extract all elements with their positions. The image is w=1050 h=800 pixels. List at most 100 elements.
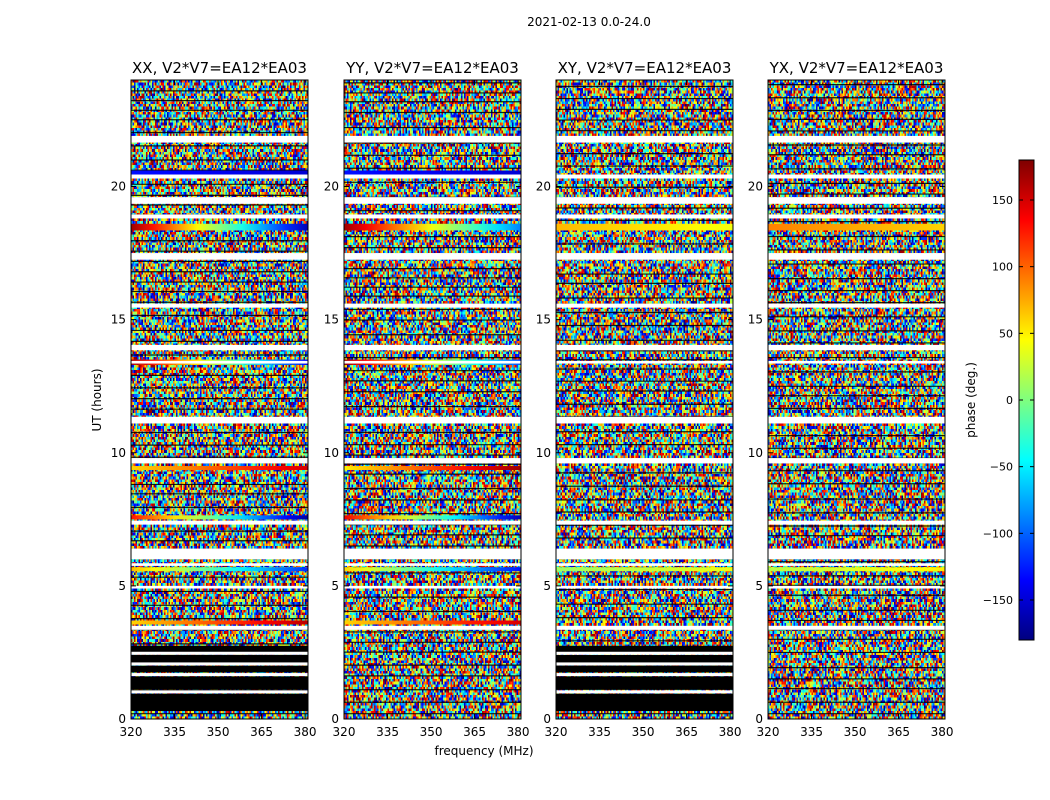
phase-heatmap bbox=[556, 80, 733, 719]
y-axis-label: UT (hours) bbox=[90, 368, 104, 431]
no-data-gap bbox=[131, 585, 308, 589]
x-tick-label: 320 bbox=[333, 725, 356, 739]
panel-title: XX, V2*V7=EA12*EA03 bbox=[132, 59, 307, 77]
x-tick-label: 350 bbox=[207, 725, 230, 739]
coherent-phase-band bbox=[344, 466, 521, 471]
axes-frame bbox=[343, 79, 522, 720]
y-tick-label: 0 bbox=[118, 712, 126, 726]
no-data-gap bbox=[556, 174, 733, 179]
no-data-gap bbox=[556, 563, 733, 566]
no-data-gap bbox=[344, 563, 521, 566]
y-tick-label: 10 bbox=[536, 446, 551, 460]
flagged-band bbox=[131, 693, 308, 712]
x-axis-label: frequency (MHz) bbox=[434, 744, 533, 758]
no-data-gap bbox=[556, 135, 733, 143]
flagged-separator bbox=[131, 662, 308, 666]
y-tick-label: 5 bbox=[331, 579, 339, 593]
flagged-separator bbox=[131, 690, 308, 694]
no-data-gap bbox=[344, 344, 521, 351]
no-data-gap bbox=[131, 197, 308, 204]
no-data-gap bbox=[131, 135, 308, 143]
x-tick-label: 335 bbox=[376, 725, 399, 739]
coherent-phase-band bbox=[344, 223, 521, 231]
no-data-gap bbox=[556, 625, 733, 630]
y-tick-label: 20 bbox=[324, 180, 339, 194]
colorbar-tick-label: 150 bbox=[992, 194, 1013, 207]
flagged-band bbox=[131, 645, 308, 653]
panel-title: XY, V2*V7=EA12*EA03 bbox=[558, 59, 732, 77]
no-data-gap bbox=[768, 135, 945, 143]
coherent-phase-band bbox=[556, 567, 733, 572]
no-data-gap bbox=[131, 520, 308, 525]
no-data-gap bbox=[556, 214, 733, 219]
panels: XX, V2*V7=EA12*EA03 320 335 350 365 380 0 5 10 15… bbox=[111, 59, 954, 739]
colorbar-label: phase (deg.) bbox=[964, 362, 978, 438]
no-data-gap bbox=[768, 360, 945, 364]
x-tick-label: 380 bbox=[294, 725, 317, 739]
axes-frame bbox=[767, 79, 946, 720]
no-data-gap bbox=[344, 174, 521, 179]
coherent-phase-band bbox=[344, 620, 521, 625]
coherent-phase-band bbox=[131, 170, 308, 175]
no-data-gap bbox=[768, 174, 945, 179]
x-tick-label: 350 bbox=[632, 725, 655, 739]
x-tick-label: 380 bbox=[507, 725, 530, 739]
panel-title: YY, V2*V7=EA12*EA03 bbox=[345, 59, 519, 77]
no-data-gap bbox=[344, 197, 521, 204]
y-tick-label: 5 bbox=[755, 579, 763, 593]
no-data-gap bbox=[131, 303, 308, 308]
flagged-separator bbox=[131, 673, 308, 677]
no-data-gap bbox=[768, 214, 945, 219]
flagged-band bbox=[556, 645, 733, 653]
y-tick-label: 10 bbox=[748, 446, 763, 460]
x-tick-label: 350 bbox=[420, 725, 443, 739]
flagged-separator bbox=[131, 651, 308, 655]
no-data-gap bbox=[344, 548, 521, 560]
phase-heatmap bbox=[131, 80, 308, 719]
no-data-gap bbox=[131, 214, 308, 219]
no-data-gap bbox=[131, 548, 308, 560]
y-tick-label: 0 bbox=[331, 712, 339, 726]
no-data-gap bbox=[131, 360, 308, 364]
y-tick-label: 20 bbox=[536, 180, 551, 194]
colorbar-tick-label: −150 bbox=[983, 594, 1013, 607]
coherent-phase-band bbox=[131, 515, 308, 520]
y-tick-label: 15 bbox=[324, 313, 339, 327]
panel-1: XX, V2*V7=EA12*EA03 320 335 350 365 380 0 5 10 15… bbox=[111, 59, 317, 739]
no-data-gap bbox=[131, 174, 308, 179]
x-tick-label: 350 bbox=[844, 725, 867, 739]
x-tick-label: 335 bbox=[588, 725, 611, 739]
flagged-separator bbox=[556, 690, 733, 694]
flagged-band bbox=[556, 655, 733, 664]
colorbar-tick-label: −50 bbox=[990, 461, 1013, 474]
coherent-phase-band bbox=[131, 620, 308, 625]
no-data-gap bbox=[556, 197, 733, 204]
phase-heatmap bbox=[768, 80, 945, 719]
coherent-phase-band bbox=[131, 466, 308, 471]
no-data-gap bbox=[556, 360, 733, 364]
coherent-phase-band bbox=[556, 223, 733, 231]
y-tick-label: 0 bbox=[543, 712, 551, 726]
y-tick-label: 10 bbox=[324, 446, 339, 460]
coherent-phase-band bbox=[131, 223, 308, 231]
coherent-phase-band bbox=[344, 170, 521, 175]
figure-suptitle: 2021-02-13 0.0-24.0 bbox=[527, 15, 651, 29]
no-data-gap bbox=[344, 360, 521, 364]
no-data-gap bbox=[768, 548, 945, 560]
y-tick-label: 0 bbox=[755, 712, 763, 726]
coherent-phase-band bbox=[344, 567, 521, 572]
x-tick-label: 365 bbox=[675, 725, 698, 739]
no-data-gap bbox=[556, 416, 733, 424]
x-tick-label: 335 bbox=[800, 725, 823, 739]
colorbar-tick-label: 50 bbox=[999, 327, 1013, 340]
no-data-gap bbox=[344, 520, 521, 525]
no-data-gap bbox=[768, 416, 945, 424]
no-data-gap bbox=[768, 458, 945, 464]
flagged-separator bbox=[556, 673, 733, 677]
x-tick-label: 380 bbox=[719, 725, 742, 739]
flagged-band bbox=[131, 665, 308, 673]
x-tick-label: 365 bbox=[463, 725, 486, 739]
flagged-band bbox=[556, 676, 733, 690]
y-tick-label: 10 bbox=[111, 446, 126, 460]
no-data-gap bbox=[344, 625, 521, 630]
